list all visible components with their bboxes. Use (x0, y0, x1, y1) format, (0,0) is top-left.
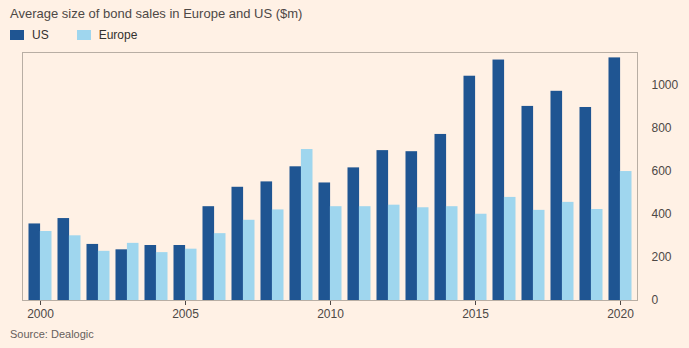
svg-text:200: 200 (652, 250, 672, 264)
svg-text:2010: 2010 (317, 307, 344, 321)
svg-text:2020: 2020 (607, 307, 634, 321)
svg-text:2005: 2005 (172, 307, 199, 321)
html-text:US: US (32, 28, 49, 42)
svg-text:1000: 1000 (652, 78, 679, 92)
svg-text:800: 800 (652, 121, 672, 135)
svg-text:400: 400 (652, 207, 672, 221)
html-text:Source: Dealogic: Source: Dealogic (10, 328, 94, 340)
svg-text:0: 0 (652, 293, 659, 307)
html-text:Europe: Europe (98, 28, 138, 42)
svg-text:2000: 2000 (27, 307, 54, 321)
svg-text:2015: 2015 (462, 307, 489, 321)
html-text:Average size of bond sales in: Average size of bond sales in Europe and… (10, 6, 303, 21)
svg-text:600: 600 (652, 164, 672, 178)
